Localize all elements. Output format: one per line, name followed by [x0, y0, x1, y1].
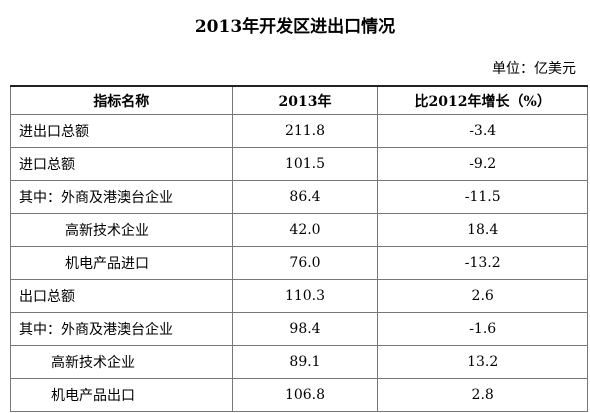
cell-value: 110.3 — [231, 279, 379, 313]
table-row: 进口总额 101.5 -9.2 — [10, 147, 588, 181]
table-row: 机电产品进口 76.0 -13.2 — [10, 246, 588, 280]
table-row: 出口总额 110.3 2.6 — [10, 279, 588, 313]
data-table: 指标名称 2013年 比2012年增长（%） 进出口总额 211.8 -3.4 进口总额 10… — [10, 85, 588, 412]
row-label: 高新技术企业 — [10, 213, 233, 247]
column-header: 指标名称 — [10, 85, 233, 115]
cell-value: 86.4 — [231, 180, 379, 214]
cell-value: -11.5 — [377, 180, 588, 214]
header-row: 指标名称 2013年 比2012年增长（%） — [10, 85, 588, 115]
table-row: 其中：外商及港澳台企业 86.4 -11.5 — [10, 180, 588, 214]
cell-value: -1.6 — [377, 312, 588, 346]
table-row: 其中：外商及港澳台企业 98.4 -1.6 — [10, 312, 588, 346]
cell-value: 211.8 — [231, 114, 379, 148]
cell-value: 2.6 — [377, 279, 588, 313]
row-label: 机电产品进口 — [10, 246, 233, 280]
cell-value: 42.0 — [231, 213, 379, 247]
row-label: 机电产品出口 — [10, 378, 233, 412]
row-label: 进口总额 — [10, 147, 233, 181]
cell-value: 98.4 — [231, 312, 379, 346]
title: 2013年开发区进出口情况 — [194, 17, 396, 37]
cell-value: -3.4 — [377, 114, 588, 148]
cell-value: 13.2 — [377, 345, 588, 379]
row-label: 进出口总额 — [10, 114, 233, 148]
cell-value: 18.4 — [377, 213, 588, 247]
cell-value: -9.2 — [377, 147, 588, 181]
table-row: 机电产品出口 106.8 2.8 — [10, 378, 588, 412]
cell-value: 89.1 — [231, 345, 379, 379]
row-label: 出口总额 — [10, 279, 233, 313]
cell-value: -13.2 — [377, 246, 588, 280]
column-header: 2013年 — [231, 85, 379, 115]
row-label: 其中：外商及港澳台企业 — [10, 312, 233, 346]
table-row: 高新技术企业 89.1 13.2 — [10, 345, 588, 379]
unit: 单位：亿美元 — [492, 61, 576, 77]
table-row: 进出口总额 211.8 -3.4 — [10, 114, 588, 148]
table-body: 指标名称 2013年 比2012年增长（%） 进出口总额 211.8 -3.4 进口总额 10… — [10, 85, 588, 412]
row-label: 高新技术企业 — [10, 345, 233, 379]
table-row: 高新技术企业 42.0 18.4 — [10, 213, 588, 247]
cell-value: 106.8 — [231, 378, 379, 412]
cell-value: 76.0 — [231, 246, 379, 280]
cell-value: 101.5 — [231, 147, 379, 181]
cell-value: 2.8 — [377, 378, 588, 412]
row-label: 其中：外商及港澳台企业 — [10, 180, 233, 214]
column-header: 比2012年增长（%） — [377, 85, 588, 115]
